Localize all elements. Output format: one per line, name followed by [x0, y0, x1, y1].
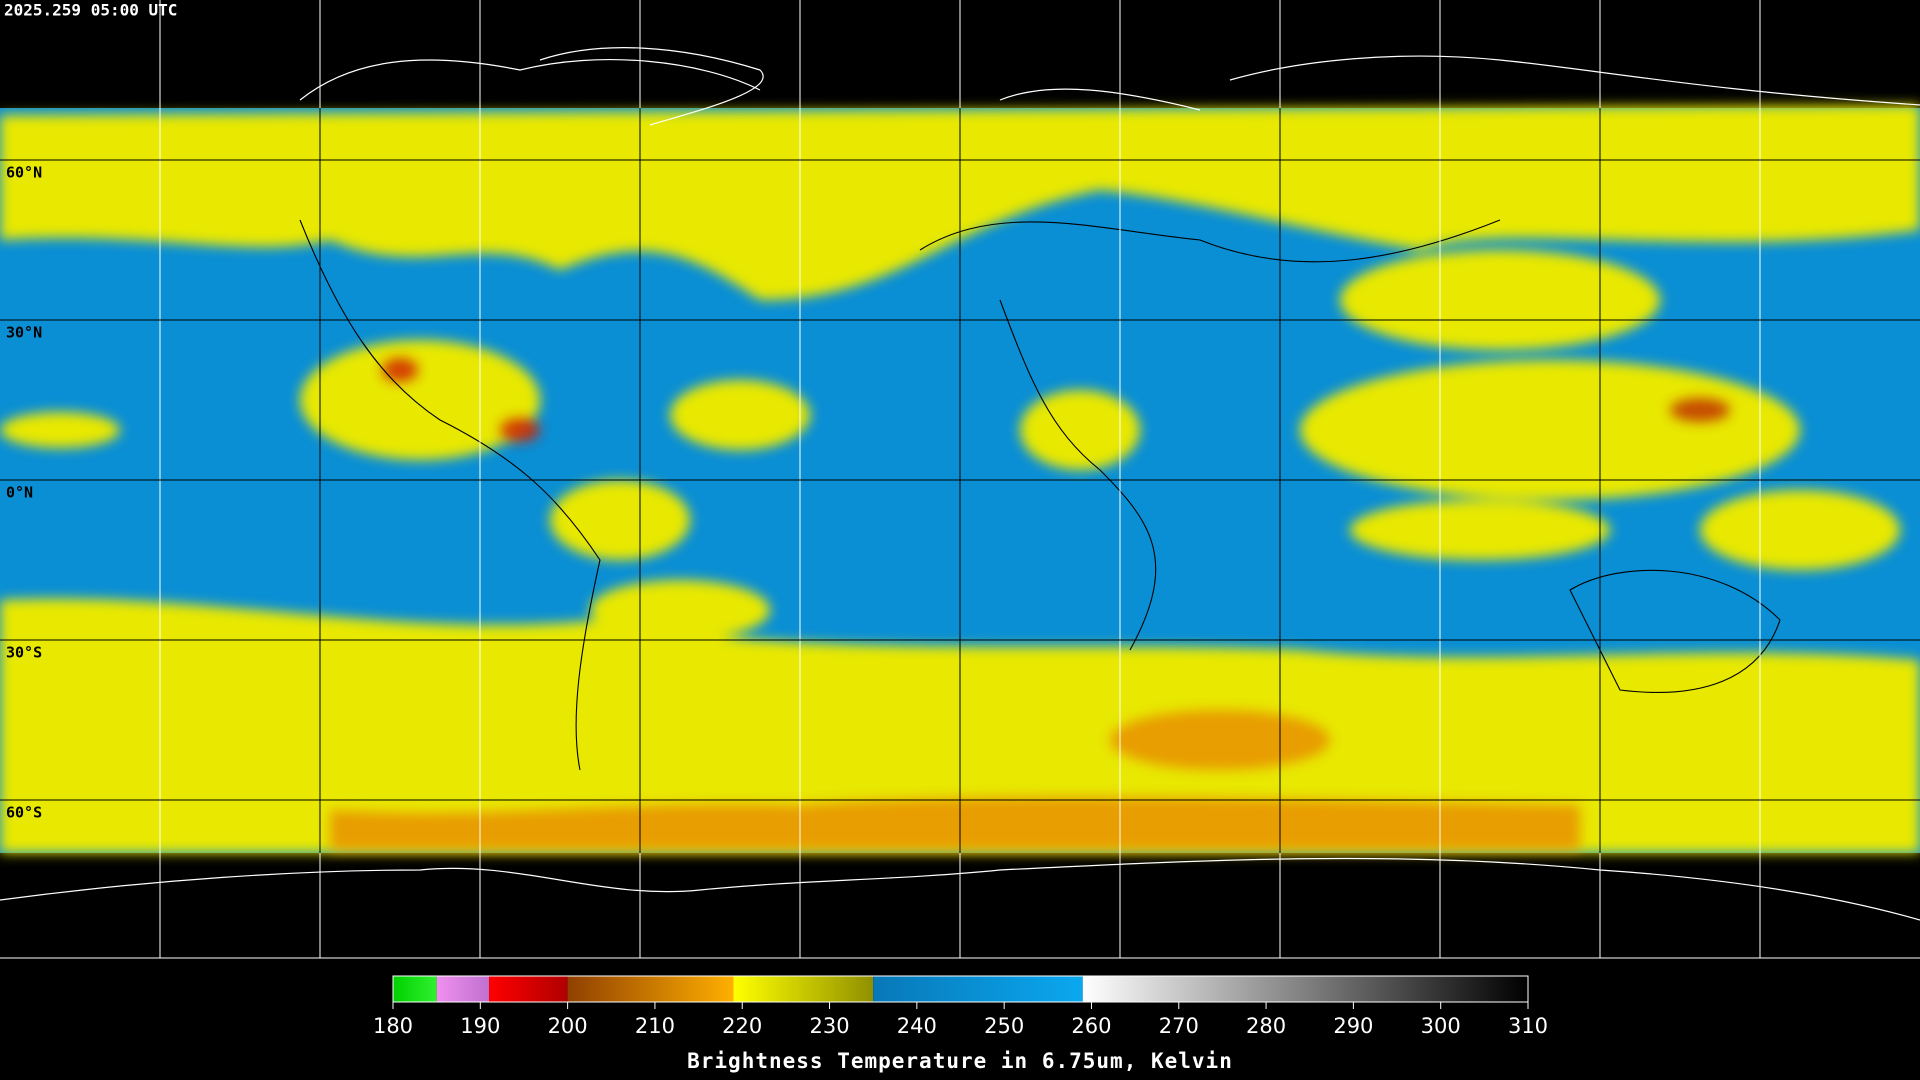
latitude-label: 0°N [6, 484, 33, 502]
colorbar-segment [1082, 976, 1528, 1002]
colorbar-tick-label: 180 [373, 1014, 413, 1038]
colorbar-segment [436, 976, 490, 1002]
colorbar-tick-label: 310 [1508, 1014, 1548, 1038]
colorbar-tick-label: 230 [809, 1014, 849, 1038]
latitude-label: 60°S [6, 804, 42, 822]
colorbar-segment [567, 976, 734, 1002]
latitude-label: 60°N [6, 164, 42, 182]
colorbar-segment [873, 976, 1083, 1002]
colorbar-tick-label: 260 [1071, 1014, 1111, 1038]
colorbar-tick-label: 290 [1333, 1014, 1373, 1038]
colorbar-tick-label: 210 [635, 1014, 675, 1038]
coastlines [0, 47, 1920, 921]
colorbar-tick-label: 280 [1246, 1014, 1286, 1038]
colorbar-segment [489, 976, 568, 1002]
colorbar-title: Brightness Temperature in 6.75um, Kelvin [687, 1049, 1233, 1073]
colorbar-segment [393, 976, 437, 1002]
colorbar-tick-label: 300 [1421, 1014, 1461, 1038]
country-borders [299, 219, 1781, 771]
graticule: 60°N 30°N 0°N 30°S 60°S [0, 0, 1920, 959]
latitude-label: 30°S [6, 644, 42, 662]
colorbar-frame [392, 975, 1529, 1003]
colorbar-tick-label: 240 [897, 1014, 937, 1038]
colorbar-tick-label: 270 [1159, 1014, 1199, 1038]
colorbar-tick-label: 250 [984, 1014, 1024, 1038]
colorbar: 180 190 200 210 220 230 240 250 260 270 280 290 300 3… [373, 975, 1548, 1038]
colorbar-tick-label: 200 [548, 1014, 588, 1038]
colorbar-tick-label: 190 [460, 1014, 500, 1038]
timestamp: 2025.259 05:00 UTC [4, 1, 177, 20]
colorbar-tick-label: 220 [722, 1014, 762, 1038]
latitude-label: 30°N [6, 324, 42, 342]
colorbar-segment [733, 976, 874, 1002]
